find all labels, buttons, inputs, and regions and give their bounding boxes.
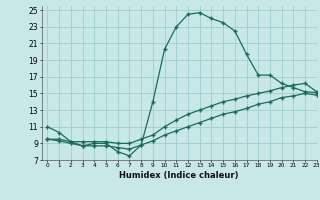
X-axis label: Humidex (Indice chaleur): Humidex (Indice chaleur) bbox=[119, 171, 239, 180]
